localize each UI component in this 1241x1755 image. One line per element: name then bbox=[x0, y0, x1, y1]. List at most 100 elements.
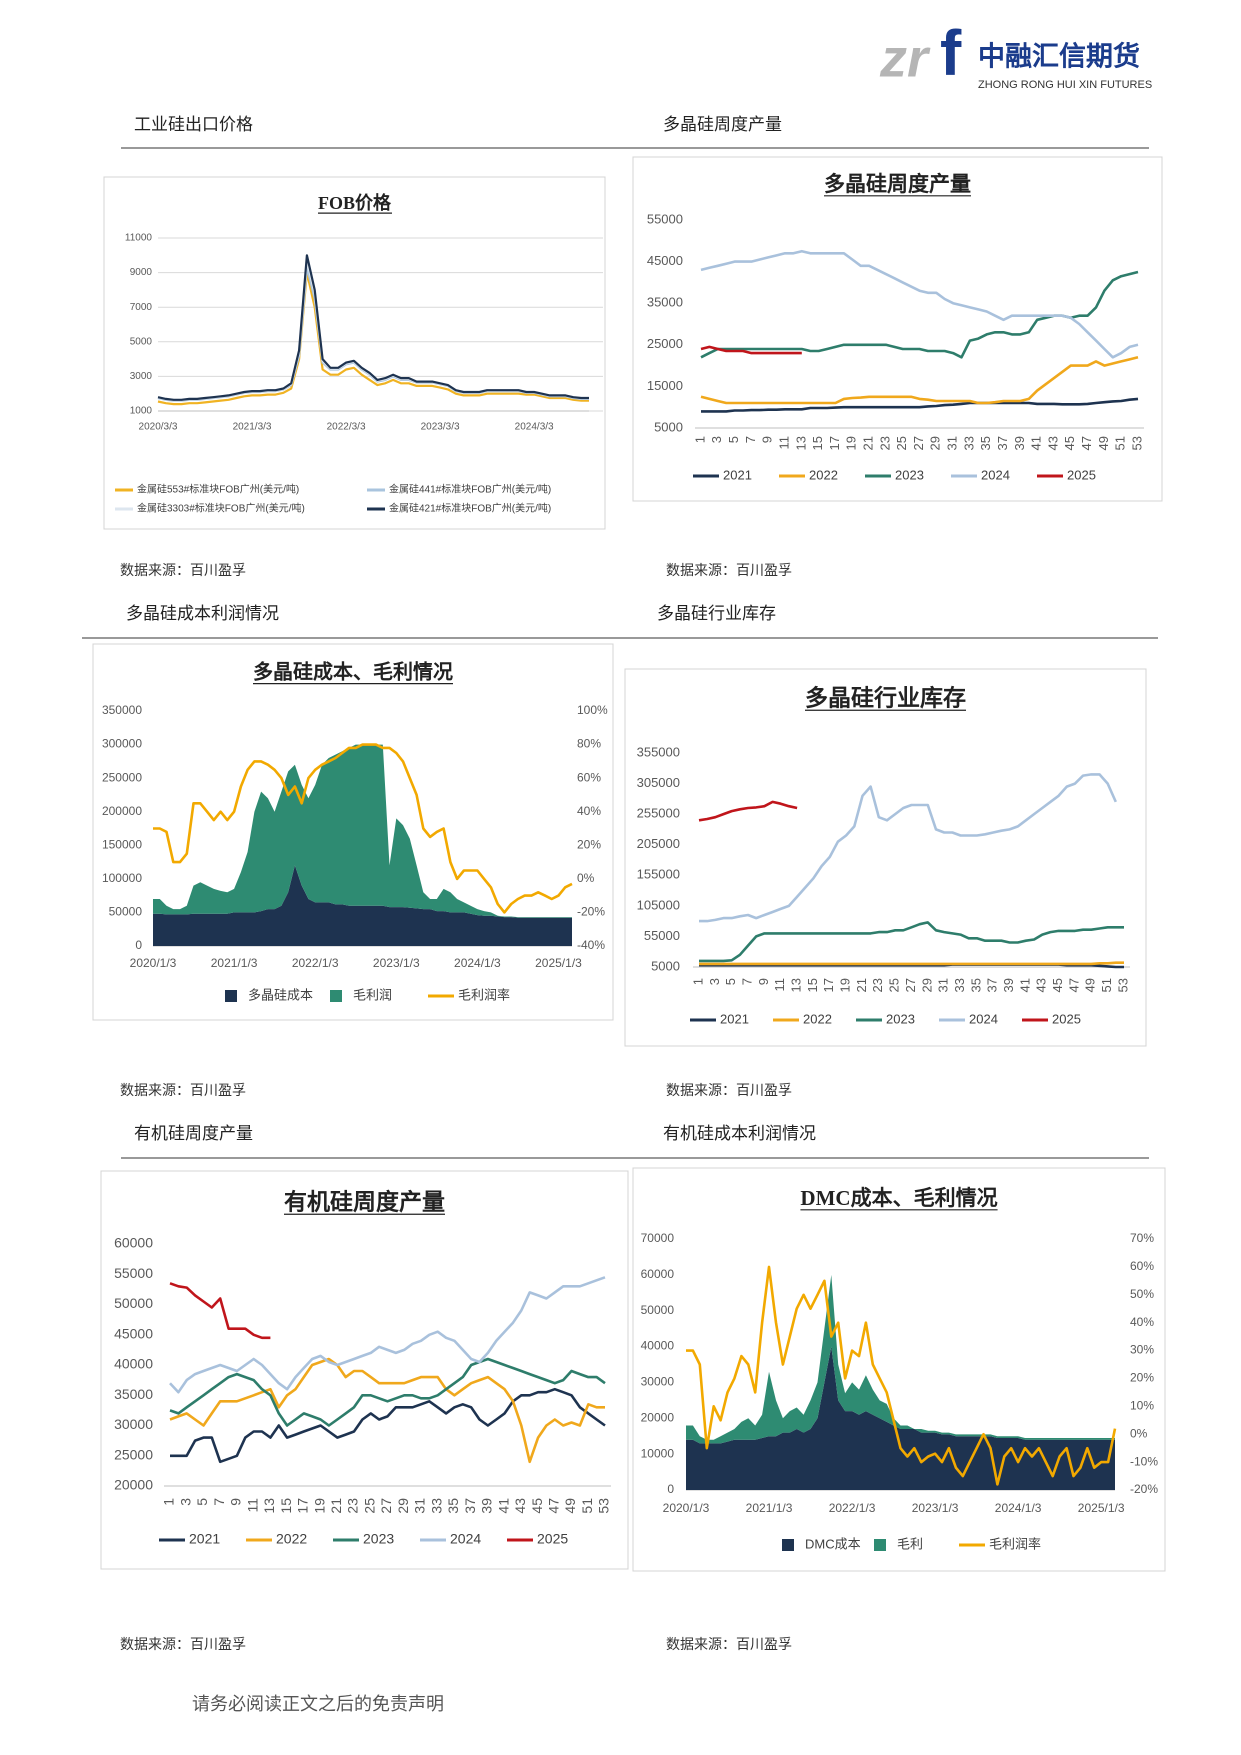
legend-label: 2022 bbox=[803, 1011, 832, 1026]
legend-label: 毛利 bbox=[897, 1536, 923, 1551]
x-tick-label: 17 bbox=[295, 1498, 311, 1514]
series-line bbox=[153, 743, 573, 914]
y-tick-label: 5000 bbox=[654, 419, 683, 434]
series-line bbox=[700, 345, 802, 355]
x-tick-label: 3 bbox=[707, 978, 722, 985]
x-tick-label: 51 bbox=[579, 1498, 595, 1514]
chart: 有机硅周度产量 20000 25000 30000 35000 40000 45000 500… bbox=[100, 1170, 629, 1570]
x-tick-label: 47 bbox=[546, 1498, 562, 1514]
x-tick-label: 2021/3/3 bbox=[233, 422, 272, 433]
x-tick-label: 17 bbox=[821, 978, 836, 992]
x-tick-label: 2020/1/3 bbox=[663, 1501, 710, 1515]
x-tick-label: 49 bbox=[1083, 978, 1098, 992]
x-tick-label: 23 bbox=[870, 978, 885, 992]
logo-mark: zr bbox=[879, 28, 931, 88]
y-tick-label: 1000 bbox=[130, 406, 153, 417]
legend-label: 毛利润 bbox=[353, 987, 392, 1002]
y-tick-label: 11000 bbox=[125, 233, 153, 244]
legend-label: 毛利润率 bbox=[989, 1536, 1041, 1551]
chart-frame bbox=[103, 176, 606, 530]
x-tick-label: 27 bbox=[911, 436, 926, 450]
x-tick-label: 51 bbox=[1099, 978, 1114, 992]
x-tick-label: 33 bbox=[428, 1498, 444, 1514]
section-heading: 有机硅周度产量 bbox=[134, 1124, 253, 1144]
x-tick-label: 19 bbox=[838, 978, 853, 992]
legend-label: 2023 bbox=[363, 1531, 394, 1547]
legend-label: 金属硅3303#标准块FOB广州(美元/吨) bbox=[137, 502, 305, 515]
x-tick-label: 2021/1/3 bbox=[746, 1501, 793, 1515]
x-tick-label: 1 bbox=[692, 436, 707, 443]
y2-tick-label: 30% bbox=[1130, 1343, 1154, 1357]
series-line bbox=[699, 773, 1117, 923]
y-tick-label: 55000 bbox=[114, 1265, 153, 1281]
chart-frame bbox=[632, 1167, 1166, 1572]
y2-tick-label: 20% bbox=[1130, 1371, 1154, 1385]
x-tick-label: 9 bbox=[228, 1498, 244, 1506]
x-tick-label: 13 bbox=[261, 1498, 277, 1514]
y2-tick-label: 60% bbox=[1130, 1259, 1154, 1273]
x-tick-label: 2020/3/3 bbox=[139, 422, 178, 433]
section-heading: 多晶硅行业库存 bbox=[657, 604, 776, 624]
company-name-en: ZHONG RONG HUI XIN FUTURES bbox=[978, 79, 1152, 91]
x-tick-label: 23 bbox=[345, 1498, 361, 1514]
y2-tick-label: 40% bbox=[577, 804, 601, 818]
x-tick-label: 11 bbox=[244, 1498, 260, 1513]
x-tick-label: 13 bbox=[789, 978, 804, 992]
section-heading: 工业硅出口价格 bbox=[134, 115, 253, 135]
company-name: 中融汇信期货 bbox=[978, 41, 1140, 73]
x-tick-label: 23 bbox=[877, 436, 892, 450]
x-tick-label: 29 bbox=[919, 978, 934, 992]
chart-title: DMC成本、毛利情况 bbox=[800, 1186, 997, 1210]
x-tick-label: 21 bbox=[861, 436, 876, 450]
y-tick-label: 150000 bbox=[102, 837, 142, 851]
section-heading: 有机硅成本利润情况 bbox=[663, 1124, 816, 1144]
x-tick-label: 2023/1/3 bbox=[373, 956, 420, 970]
x-tick-label: 1 bbox=[690, 978, 705, 985]
logo-mark: f bbox=[940, 17, 962, 89]
y-tick-label: 50000 bbox=[109, 905, 143, 919]
y-tick-label: 15000 bbox=[647, 378, 683, 393]
y-tick-label: 45000 bbox=[114, 1325, 153, 1341]
x-tick-label: 51 bbox=[1113, 436, 1128, 450]
y-tick-label: 305000 bbox=[637, 775, 680, 790]
area bbox=[153, 744, 572, 918]
x-tick-label: 29 bbox=[395, 1498, 411, 1514]
chart-title: 有机硅周度产量 bbox=[284, 1188, 445, 1214]
y-tick-label: 60000 bbox=[114, 1235, 153, 1251]
source-note: 数据来源：百川盈孚 bbox=[666, 563, 792, 579]
series-line bbox=[169, 1282, 271, 1340]
legend-label: 多晶硅成本 bbox=[248, 987, 313, 1002]
x-tick-label: 49 bbox=[562, 1498, 578, 1514]
x-tick-label: 11 bbox=[776, 436, 791, 450]
y-tick-label: 355000 bbox=[637, 744, 680, 759]
section-heading: 多晶硅周度产量 bbox=[663, 115, 782, 135]
x-tick-label: 5 bbox=[723, 978, 738, 985]
y-tick-label: 25000 bbox=[647, 336, 683, 351]
chart-title: 多晶硅行业库存 bbox=[805, 684, 966, 710]
y-tick-label: 200000 bbox=[102, 804, 142, 818]
x-tick-label: 5 bbox=[194, 1498, 210, 1506]
series-line bbox=[157, 254, 589, 401]
y-tick-label: 300000 bbox=[102, 737, 142, 751]
chart-frame bbox=[632, 156, 1163, 502]
series-line bbox=[700, 356, 1139, 405]
x-tick-label: 37 bbox=[462, 1498, 478, 1514]
x-tick-label: 29 bbox=[928, 436, 943, 450]
x-tick-label: 3 bbox=[709, 436, 724, 443]
x-tick-label: 21 bbox=[328, 1498, 344, 1514]
y2-tick-label: 70% bbox=[1130, 1231, 1154, 1245]
x-tick-label: 37 bbox=[985, 978, 1000, 992]
x-tick-label: 25 bbox=[361, 1498, 377, 1514]
legend-label: 2025 bbox=[1052, 1011, 1081, 1026]
source-note: 数据来源：百川盈孚 bbox=[666, 1083, 792, 1099]
legend-label: 2024 bbox=[969, 1011, 998, 1026]
chart: FOB价格 1000 3000 5000 7000 9000 11000 2020/3/3 20… bbox=[103, 176, 606, 530]
legend-label: 2024 bbox=[450, 1531, 481, 1547]
section-heading: 多晶硅成本利润情况 bbox=[126, 604, 279, 624]
x-tick-label: 53 bbox=[1115, 978, 1130, 992]
y2-tick-label: -40% bbox=[577, 938, 605, 952]
y2-tick-label: 60% bbox=[577, 770, 601, 784]
legend-label: 2021 bbox=[720, 1011, 749, 1026]
chart-title: 多晶硅成本、毛利情况 bbox=[253, 660, 453, 684]
